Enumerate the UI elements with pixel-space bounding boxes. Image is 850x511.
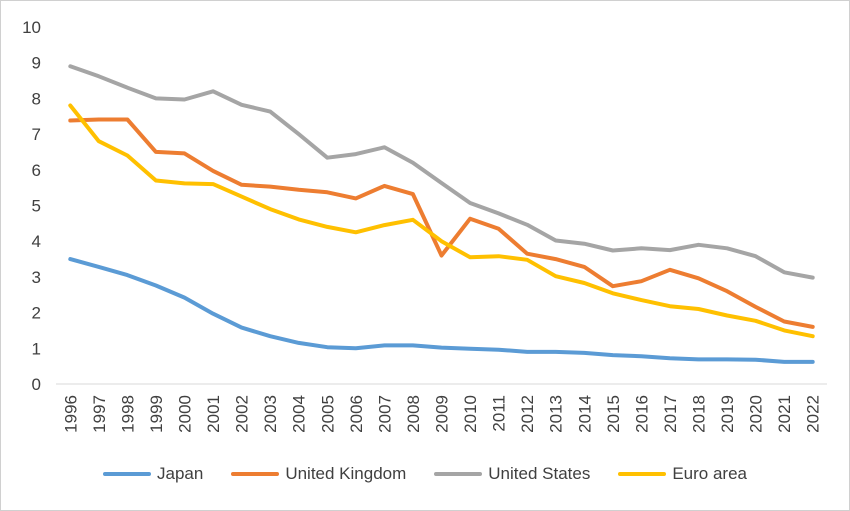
y-tick-label: 5 xyxy=(32,197,41,216)
y-tick-label: 7 xyxy=(32,125,41,144)
x-tick-label: 2018 xyxy=(690,395,709,433)
legend-item: Japan xyxy=(102,464,204,484)
y-tick-label: 6 xyxy=(32,161,41,180)
x-tick-label: 2001 xyxy=(204,395,223,433)
legend-label: Euro area xyxy=(672,464,748,483)
legend-label: United Kingdom xyxy=(285,464,407,483)
x-tick-label: 1996 xyxy=(61,395,80,433)
legend-item: United Kingdom xyxy=(231,464,406,484)
y-tick-label: 8 xyxy=(32,89,41,108)
x-tick-label: 2015 xyxy=(604,395,623,433)
series-line-united-states xyxy=(68,64,815,280)
y-tick-label: 3 xyxy=(32,268,41,287)
y-axis-ticks: 0 1 2 3 4 5 6 7 8 9 10 xyxy=(22,18,41,394)
x-tick-label: 2022 xyxy=(804,395,823,433)
x-tick-label: 1999 xyxy=(147,395,166,433)
x-tick-label: 2003 xyxy=(261,395,280,433)
x-tick-label: 2002 xyxy=(233,395,252,433)
series-line-united-kingdom xyxy=(68,117,815,329)
x-tick-label: 1998 xyxy=(118,395,137,433)
x-tick-label: 2011 xyxy=(490,395,509,432)
x-tick-label: 2013 xyxy=(547,395,566,433)
legend-swatch xyxy=(231,472,280,476)
x-tick-label: 1997 xyxy=(90,395,109,433)
y-tick-label: 9 xyxy=(32,54,41,73)
chart-legend: Japan United Kingdom United States Euro are… xyxy=(1,459,849,489)
legend-label: Japan xyxy=(156,464,204,483)
x-tick-label: 2000 xyxy=(176,395,195,433)
x-tick-label: 2005 xyxy=(318,395,337,433)
legend-swatch xyxy=(434,472,483,476)
x-tick-label: 2020 xyxy=(747,395,766,433)
x-tick-label: 2004 xyxy=(290,395,309,433)
y-tick-label: 10 xyxy=(22,18,41,37)
legend-item: Euro area xyxy=(618,464,747,484)
y-tick-label: 1 xyxy=(32,339,41,358)
series-line-euro-area xyxy=(68,103,815,339)
x-tick-label: 2009 xyxy=(433,395,452,433)
x-tick-label: 2008 xyxy=(404,395,423,433)
y-tick-label: 4 xyxy=(32,232,41,251)
y-tick-label: 0 xyxy=(32,375,41,394)
x-tick-label: 2014 xyxy=(575,395,594,433)
series-line-japan xyxy=(68,257,815,364)
legend-swatch xyxy=(618,472,667,476)
x-tick-label: 2016 xyxy=(632,395,651,433)
x-tick-label: 2006 xyxy=(347,395,366,433)
x-tick-label: 2019 xyxy=(718,395,737,433)
legend-label: United States xyxy=(488,464,591,483)
x-tick-label: 2017 xyxy=(661,395,680,433)
series-lines xyxy=(68,64,815,364)
y-tick-label: 2 xyxy=(32,304,41,323)
x-tick-label: 2012 xyxy=(518,395,537,433)
x-tick-label: 2007 xyxy=(375,395,394,433)
legend-item: United States xyxy=(434,464,590,484)
x-tick-label: 2010 xyxy=(461,395,480,433)
legend-swatch xyxy=(102,472,151,476)
x-axis-ticks: 1996 1997 1998 1999 2000 2001 2002 2003 2004 2005… xyxy=(61,395,822,433)
x-tick-label: 2021 xyxy=(775,395,794,433)
